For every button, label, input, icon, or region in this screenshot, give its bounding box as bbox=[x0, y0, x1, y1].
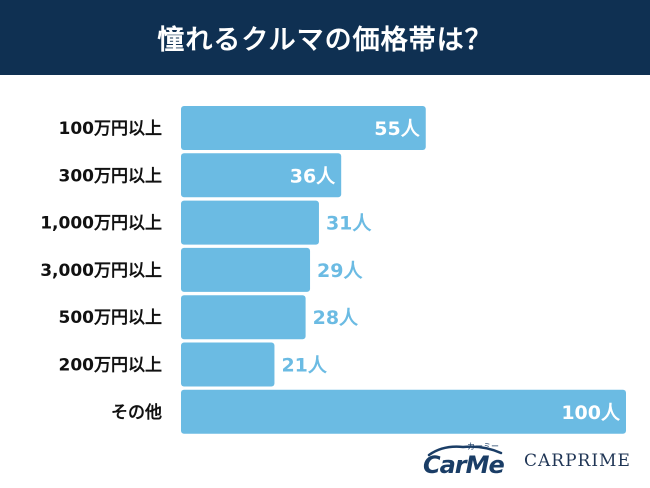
value-label-6: 100人 bbox=[561, 402, 621, 424]
chart-title: 憧れるクルマの価格帯は？ bbox=[157, 25, 493, 56]
bar-3 bbox=[181, 247, 311, 292]
bar-1 bbox=[181, 153, 342, 198]
value-label-5: 21人 bbox=[281, 355, 327, 377]
bar-4 bbox=[181, 295, 306, 340]
bar-6 bbox=[181, 389, 626, 434]
bar-0 bbox=[181, 106, 426, 150]
category-label-2: 1,000万円以上 bbox=[40, 214, 162, 234]
bar-2 bbox=[181, 200, 319, 245]
chart-header: 憧れるクルマの価格帯は？ bbox=[0, 0, 650, 75]
category-label-3: 3,000万円以上 bbox=[40, 261, 162, 281]
category-label-6: その他 bbox=[111, 402, 162, 423]
category-label-1: 300万円以上 bbox=[59, 166, 163, 186]
value-label-2: 31人 bbox=[326, 213, 372, 235]
category-label-0: 100万円以上 bbox=[59, 119, 163, 139]
category-label-4: 500万円以上 bbox=[59, 308, 163, 328]
value-label-3: 29人 bbox=[317, 260, 363, 282]
bar-5 bbox=[181, 342, 275, 387]
value-label-0: 55人 bbox=[374, 118, 420, 140]
value-label-1: 36人 bbox=[290, 165, 336, 187]
value-label-4: 28人 bbox=[313, 307, 359, 329]
category-label-5: 200万円以上 bbox=[59, 356, 163, 376]
